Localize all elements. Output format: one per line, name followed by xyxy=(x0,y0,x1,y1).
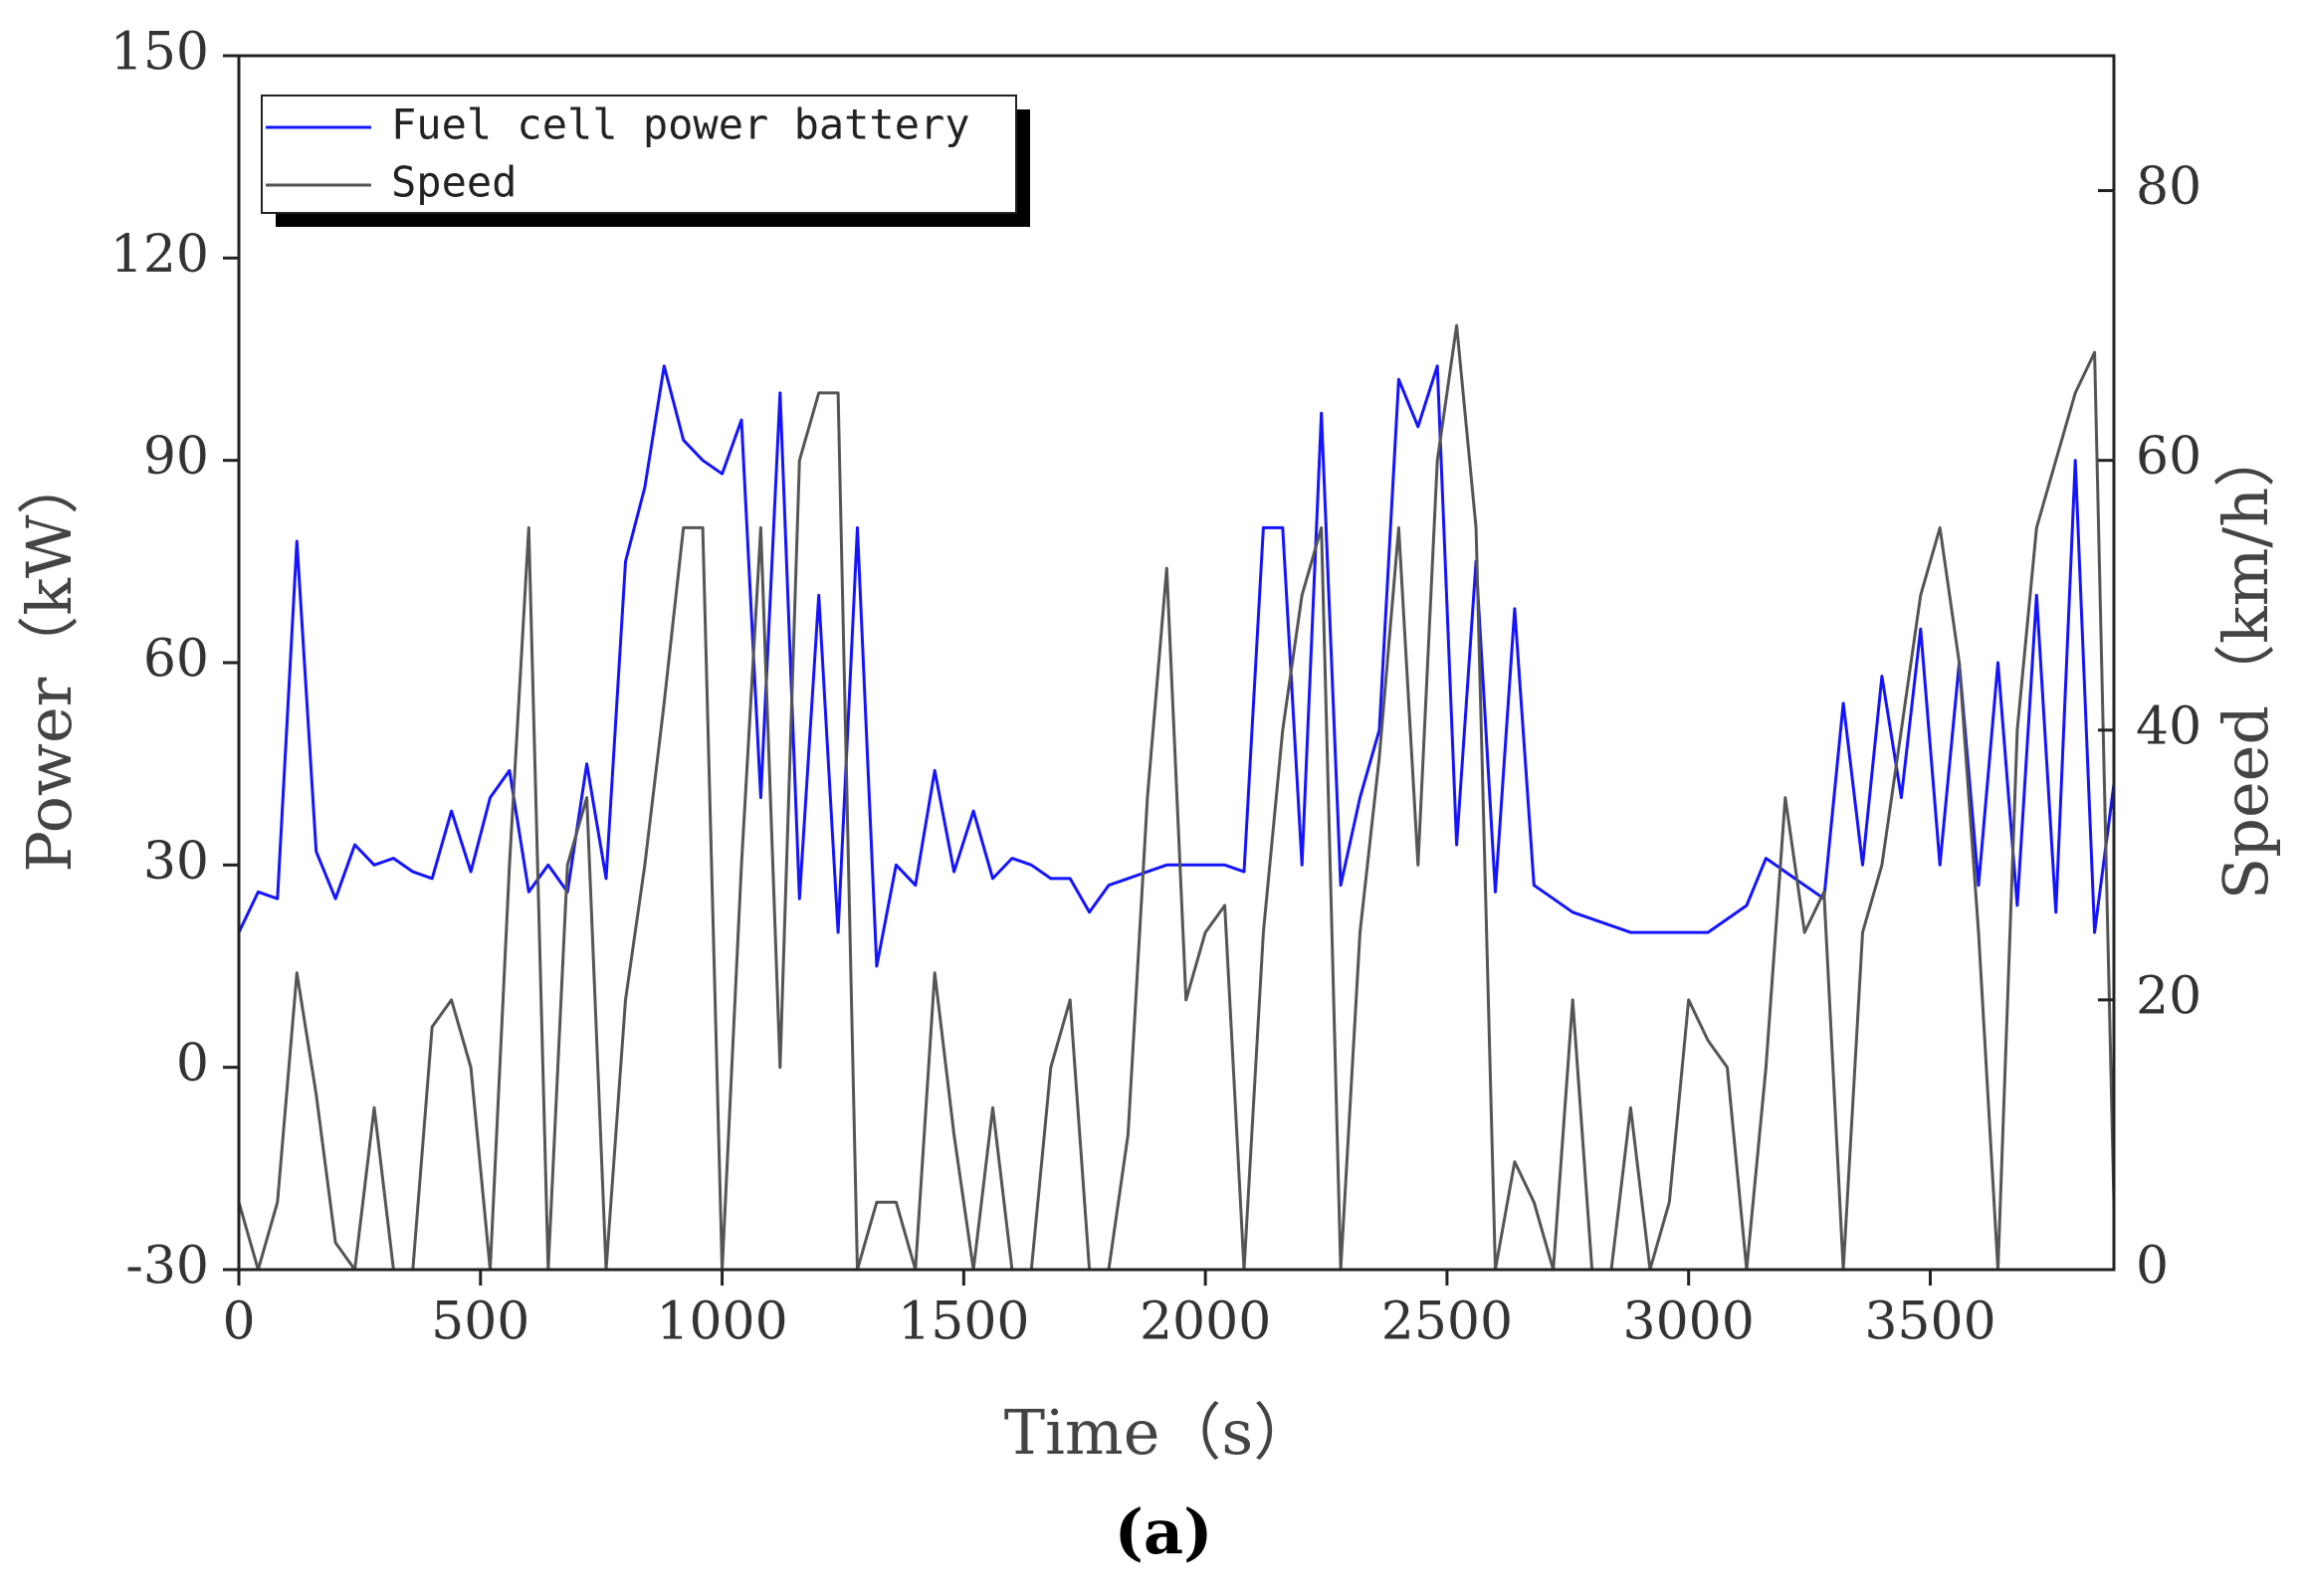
y2-tick-label: 80 xyxy=(2136,157,2201,217)
series-line xyxy=(237,323,2116,1272)
series-line xyxy=(237,364,2116,968)
y-tick-label: 150 xyxy=(110,23,209,83)
y2-tick-label: 40 xyxy=(2136,697,2201,756)
x-tick-label: 500 xyxy=(431,1293,529,1352)
y2-tick-label: 60 xyxy=(2136,427,2201,487)
x-tick-label: 1000 xyxy=(656,1293,787,1352)
y-tick-label: 120 xyxy=(110,225,209,285)
caption: (a) xyxy=(1115,1496,1213,1568)
x-tick-label: 2500 xyxy=(1381,1293,1513,1352)
x-tick-label: 2000 xyxy=(1140,1293,1271,1352)
x-tick-label: 0 xyxy=(222,1293,255,1352)
legend-box xyxy=(261,95,1017,214)
x-tick-label: 3000 xyxy=(1623,1293,1755,1352)
legend-label: Fuel cell power battery xyxy=(391,100,970,149)
x-axis-title: Time（s） xyxy=(1004,1396,1315,1469)
y-tick-label: -30 xyxy=(125,1237,209,1297)
y2-axis-title: Speed（km/h） xyxy=(2209,426,2282,899)
legend-label: Speed xyxy=(391,158,517,207)
y2-tick-label: 20 xyxy=(2136,966,2201,1026)
y-tick-label: 60 xyxy=(143,630,209,690)
y-tick-label: 0 xyxy=(176,1034,209,1094)
y-tick-label: 30 xyxy=(143,832,209,892)
y-tick-label: 90 xyxy=(143,427,209,487)
y2-tick-label: 0 xyxy=(2136,1237,2169,1297)
x-tick-label: 3500 xyxy=(1864,1293,1995,1352)
legend: Fuel cell power battery Speed xyxy=(261,95,1030,227)
x-tick-label: 1500 xyxy=(898,1293,1029,1352)
y-axis-title: Power（kW） xyxy=(13,453,86,872)
